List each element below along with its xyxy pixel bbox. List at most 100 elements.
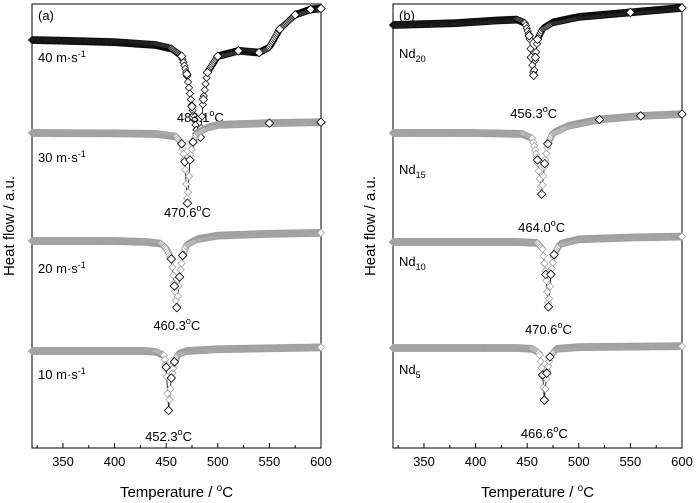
data-point xyxy=(528,70,539,81)
data-point xyxy=(187,145,196,154)
data-point xyxy=(172,302,182,313)
data-point xyxy=(173,292,182,301)
data-point xyxy=(183,77,193,87)
data-point xyxy=(540,259,549,268)
x-tick-label: 350 xyxy=(413,454,435,469)
x-tick-label: 350 xyxy=(52,454,74,469)
data-point xyxy=(677,232,686,241)
data-point xyxy=(539,158,550,169)
data-point xyxy=(185,155,195,165)
plot-frame xyxy=(31,3,322,449)
x-tick-label: 500 xyxy=(207,454,229,469)
data-point xyxy=(198,94,209,105)
data-point xyxy=(539,251,548,261)
data-point xyxy=(197,112,207,121)
data-point xyxy=(181,165,190,174)
data-point xyxy=(169,357,180,367)
data-point xyxy=(274,24,285,34)
data-point xyxy=(543,139,553,149)
data-point xyxy=(534,167,543,176)
data-point xyxy=(530,52,541,63)
x-tick-label: 600 xyxy=(310,454,332,469)
peak-label: 470.6oC xyxy=(164,203,211,220)
series-label: 10 m·s-1 xyxy=(38,366,86,382)
x-tick-label: 600 xyxy=(671,454,693,469)
data-point xyxy=(188,137,198,147)
data-point xyxy=(233,46,244,56)
data-point xyxy=(168,263,177,272)
data-point xyxy=(176,265,185,274)
data-point xyxy=(538,244,547,254)
series-label: 30 m·s-1 xyxy=(38,149,86,165)
data-point xyxy=(165,395,174,404)
series-label: Nd15 xyxy=(399,162,426,180)
data-point xyxy=(532,34,543,45)
peak-label: 460.3oC xyxy=(153,316,200,333)
peak-label: 470.6oC xyxy=(525,320,572,337)
x-axis-title: Temperature / oC xyxy=(481,483,594,501)
data-point xyxy=(187,101,197,112)
data-point xyxy=(264,118,275,128)
y-axis-title: Heat flow / a.u. xyxy=(1,176,18,276)
data-point xyxy=(316,117,326,127)
data-point xyxy=(536,357,545,366)
data-point xyxy=(184,83,194,92)
data-point xyxy=(677,3,687,13)
data-point xyxy=(183,188,193,197)
data-point xyxy=(254,47,264,58)
data-point xyxy=(625,7,636,18)
data-point xyxy=(532,155,543,165)
peak-label: 466.6oC xyxy=(521,424,568,441)
data-point xyxy=(182,198,193,208)
data-point xyxy=(539,395,550,405)
data-point xyxy=(545,352,555,362)
x-tick-label: 550 xyxy=(259,454,281,469)
data-point xyxy=(184,172,194,181)
data-point xyxy=(539,171,548,180)
peak-label: 483.1oC xyxy=(177,108,224,125)
x-tick-label: 450 xyxy=(516,454,538,469)
peak-label: 464.0oC xyxy=(518,218,565,235)
data-point xyxy=(316,228,325,237)
data-point xyxy=(545,282,555,291)
series-label: Nd20 xyxy=(399,46,426,64)
x-tick-label: 450 xyxy=(155,454,177,469)
data-point xyxy=(549,249,559,260)
x-axis-title: Temperature / oC xyxy=(120,483,233,501)
x-tick-label: 400 xyxy=(104,454,126,469)
data-point xyxy=(536,189,547,199)
data-point xyxy=(202,67,213,78)
y-axis-title: Heat flow / a.u. xyxy=(362,176,379,276)
x-tick-label: 500 xyxy=(568,454,590,469)
data-point xyxy=(174,272,185,282)
x-tick-label: 400 xyxy=(465,454,487,469)
plot-frame xyxy=(392,3,683,449)
chart-panel-b: 350 400 450 500 550 600 Temperature / oC Heat f… xyxy=(362,3,693,501)
data-point xyxy=(161,362,171,372)
data-point xyxy=(548,258,557,267)
data-point xyxy=(176,51,187,61)
data-point xyxy=(542,276,551,285)
data-point xyxy=(162,372,171,381)
data-point xyxy=(524,31,535,41)
data-point xyxy=(185,89,195,98)
peak-label: 456.3oC xyxy=(510,104,557,121)
data-point xyxy=(177,259,186,268)
data-point xyxy=(594,114,605,125)
data-point xyxy=(202,73,211,82)
data-point xyxy=(186,95,195,104)
data-point xyxy=(543,287,552,296)
data-point xyxy=(201,79,210,88)
data-point xyxy=(541,384,550,394)
series-label: 20 m·s-1 xyxy=(38,260,86,276)
data-point xyxy=(316,343,325,352)
series-label: Nd10 xyxy=(399,254,426,272)
data-point xyxy=(544,294,554,303)
data-point xyxy=(290,10,300,20)
data-point xyxy=(677,109,687,119)
data-point xyxy=(182,179,191,189)
data-point xyxy=(176,139,187,149)
data-point xyxy=(538,180,547,190)
data-point xyxy=(532,39,542,48)
